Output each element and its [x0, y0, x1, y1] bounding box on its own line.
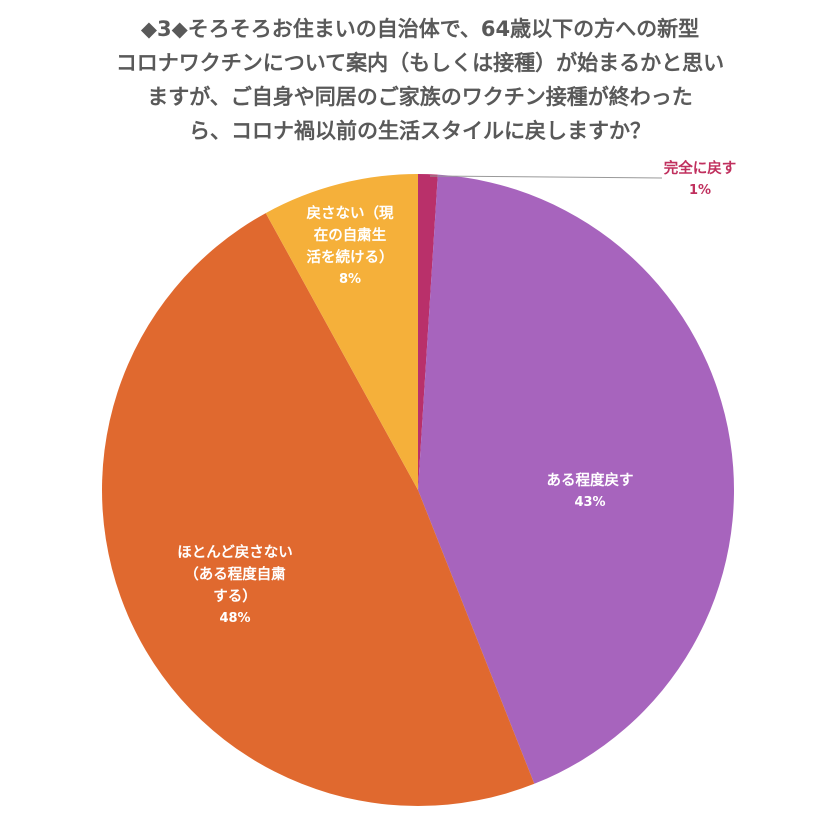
pie-slices	[101, 174, 735, 807]
pie-slice	[418, 174, 735, 784]
pie-slice	[418, 174, 438, 490]
label-full-return: 完全に戻す 1%	[663, 161, 737, 198]
title-line: ら、コロナ禍以前の生活スタイルに戻しますか？	[189, 119, 651, 143]
label-hardly-return: ほとんど戻さない （ある程度自粛 する） 48%	[177, 545, 293, 626]
label-some-return: ある程度戻す 43%	[546, 473, 634, 510]
label-not-return: 戻さない（現 在の自粛生 活を続ける） 8%	[306, 206, 394, 287]
pie-slice	[101, 213, 535, 807]
title-line: ◆3◆そろそろお住まいの自治体で、64歳以下の方への新型	[140, 17, 700, 41]
leader-line	[429, 175, 663, 179]
title-line: コロナワクチンについて案内（もしくは接種）が始まるかと思い	[115, 51, 725, 75]
title-line: ますが、ご自身や同居のご家族のワクチン接種が終わった	[147, 85, 693, 109]
pie-slice	[265, 174, 418, 490]
chart-title: ◆3◆そろそろお住まいの自治体で、64歳以下の方への新型 コロナワクチンについて…	[60, 12, 780, 148]
